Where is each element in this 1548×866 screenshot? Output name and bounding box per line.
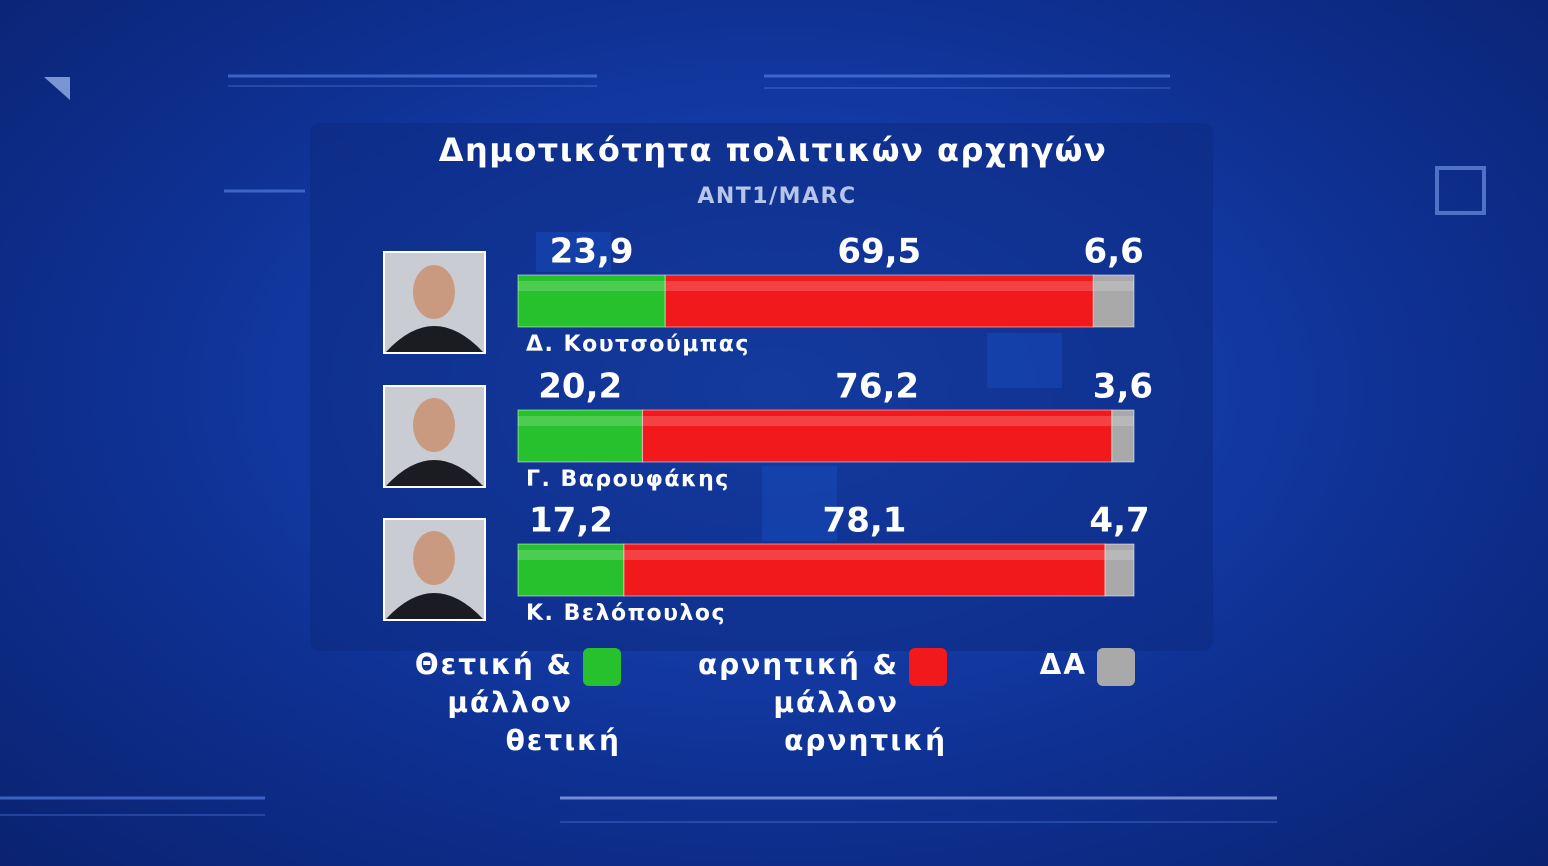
bar-highlight — [518, 416, 643, 426]
bar-highlight — [518, 550, 624, 560]
bar-segment — [623, 543, 1106, 597]
value-label: 4,7 — [1089, 501, 1149, 541]
bar-highlight — [1111, 416, 1134, 426]
bar-highlight — [642, 416, 1112, 426]
legend-item: αρνητική & μάλλον αρνητική — [642, 646, 947, 760]
bar-highlight — [665, 281, 1094, 291]
category-label: Κ. Βελόπουλος — [526, 601, 726, 626]
decor-square — [762, 466, 837, 541]
bar-segment — [664, 274, 1094, 328]
bar-highlight — [623, 550, 1106, 560]
category-label: Γ. Βαρουφάκης — [526, 467, 730, 492]
value-label: 6,6 — [1084, 232, 1144, 272]
bar-segment — [1111, 409, 1135, 463]
bar-highlight — [518, 281, 666, 291]
legend-swatch — [583, 648, 621, 686]
value-label: 23,9 — [550, 232, 634, 272]
bar-segment — [1104, 543, 1135, 597]
value-label: 78,1 — [823, 501, 907, 541]
legend-item: Θετική & μάλλον θετική — [366, 646, 621, 760]
legend-swatch — [1097, 648, 1135, 686]
legend-item: ΔΑ — [995, 646, 1135, 686]
photos — [383, 251, 486, 621]
bar-segment — [1092, 274, 1135, 328]
value-label: 17,2 — [529, 501, 613, 541]
legend-swatch — [909, 648, 947, 686]
decor-square — [536, 232, 611, 272]
bar-segment — [517, 409, 643, 463]
chart-panel — [310, 123, 1213, 651]
value-label: 69,5 — [837, 232, 921, 272]
decor-square — [987, 333, 1062, 388]
bar-segment — [517, 274, 666, 328]
legend-label: αρνητική & μάλλον αρνητική — [697, 648, 947, 757]
chart-subtitle: ANT1/MARC — [697, 184, 856, 209]
value-label: 20,2 — [538, 367, 622, 407]
category-label: Δ. Κουτσούμπας — [526, 332, 750, 357]
value-label: 76,2 — [835, 367, 919, 407]
bar-highlight — [1105, 550, 1134, 560]
value-label: 3,6 — [1093, 367, 1153, 407]
bar-highlight — [1093, 281, 1134, 291]
legend-label: ΔΑ — [1039, 648, 1087, 681]
chart-title: Δημοτικότητα πολιτικών αρχηγών — [439, 131, 1108, 169]
legend-label: Θετική & μάλλον θετική — [414, 648, 621, 757]
background-decoration — [0, 74, 1486, 823]
